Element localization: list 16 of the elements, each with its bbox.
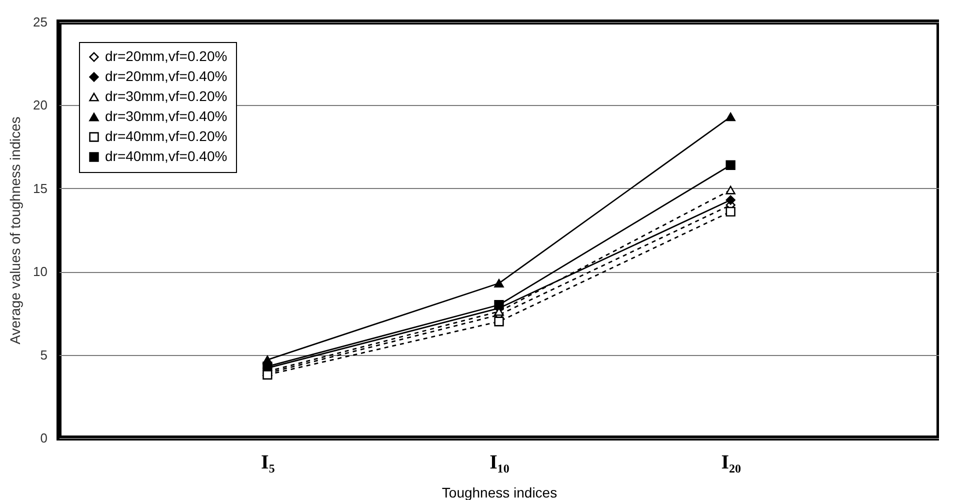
y-tick-label: 5 <box>40 347 48 362</box>
y-tick-label: 10 <box>33 264 48 280</box>
legend-label: dr=40mm,vf=0.20% <box>105 128 228 144</box>
y-tick-label: 15 <box>33 180 48 196</box>
x-tick-label: I₁₀ <box>490 452 510 474</box>
legend-label: dr=20mm,vf=0.20% <box>105 48 228 64</box>
y-tick-label: 20 <box>33 98 48 113</box>
y-tick-label: 0 <box>40 430 48 446</box>
y-axis-title: Average values of toughness indices <box>7 116 24 344</box>
legend-label: dr=40mm,vf=0.40% <box>105 148 228 164</box>
y-tick-label: 25 <box>33 14 48 30</box>
legend-label: dr=30mm,vf=0.20% <box>105 88 228 104</box>
x-tick-label: I₂₀ <box>721 452 741 474</box>
x-tick-label: I₅ <box>261 452 275 474</box>
legend-label: dr=20mm,vf=0.40% <box>105 68 228 84</box>
legend-label: dr=30mm,vf=0.40% <box>105 108 228 124</box>
